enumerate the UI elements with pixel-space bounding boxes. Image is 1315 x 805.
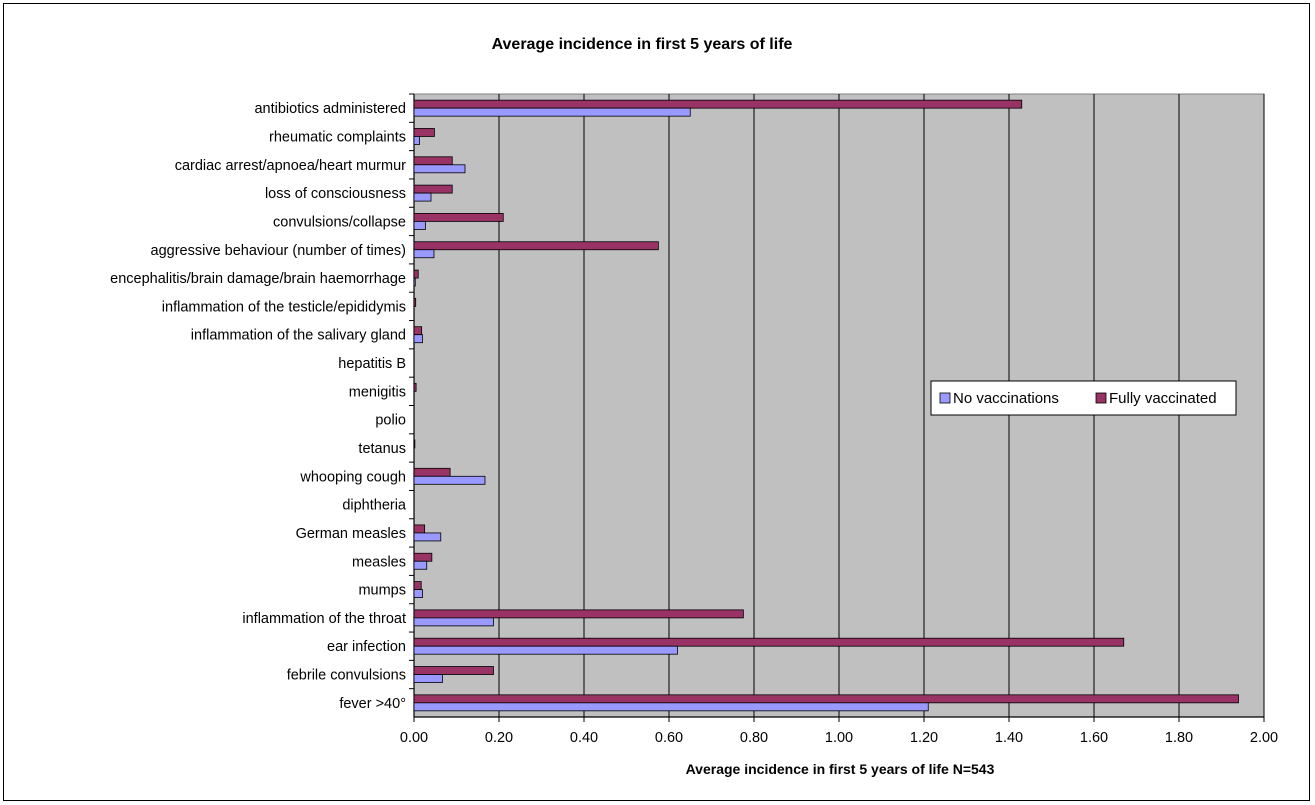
bar-fully-vaccinated (413, 637, 1125, 647)
x-tick-label: 0.00 (400, 730, 428, 746)
bar-no-vaccinations (413, 674, 443, 683)
category-label: diphtheria (342, 498, 407, 514)
category-label: aggressive behaviour (number of times) (151, 243, 406, 259)
category-label: inflammation of the salivary gland (191, 328, 406, 344)
x-tick-label: 1.20 (910, 730, 938, 746)
bar-no-vaccinations (413, 589, 423, 598)
legend-swatch (1095, 392, 1107, 404)
category-label: loss of consciousness (265, 186, 406, 202)
category-label: whooping cough (299, 469, 406, 485)
x-axis-title: Average incidence in first 5 years of li… (686, 761, 995, 777)
legend-box (930, 380, 1237, 416)
category-label: tetanus (358, 441, 406, 457)
x-tick-label: 0.80 (740, 730, 768, 746)
bar-no-vaccinations (413, 107, 691, 117)
chart-title: Average incidence in first 5 years of li… (492, 36, 793, 53)
chart-area: Average incidence in first 5 years of li… (3, 3, 1310, 801)
x-tick-label: 1.40 (995, 730, 1023, 746)
legend-label: No vaccinations (953, 390, 1059, 407)
bar-fully-vaccinated (413, 524, 426, 534)
legend-swatch (939, 392, 951, 404)
bar-no-vaccinations (413, 560, 428, 570)
category-label: German measles (296, 526, 406, 542)
bar-fully-vaccinated (413, 467, 451, 477)
bar-no-vaccinations (413, 334, 423, 344)
category-label: polio (375, 413, 406, 429)
legend: No vaccinations Fully vaccinated (930, 380, 1237, 416)
category-label: measles (352, 554, 406, 570)
category-label: febrile convulsions (287, 668, 406, 684)
bar-no-vaccinations (413, 475, 486, 485)
bar-no-vaccinations (413, 136, 420, 145)
bar-no-vaccinations (413, 192, 432, 202)
bar-fully-vaccinated (413, 128, 435, 137)
category-label: menigitis (349, 384, 406, 400)
bar-fully-vaccinated (413, 156, 453, 166)
bar-no-vaccinations (413, 277, 416, 287)
category-label: encephalitis/brain damage/brain haemorrh… (110, 271, 406, 287)
category-label: rheumatic complaints (269, 129, 406, 145)
x-tick-label: 0.60 (655, 730, 683, 746)
category-label: cardiac arrest/apnoea/heart murmur (175, 158, 406, 174)
x-tick-label: 0.20 (485, 730, 513, 746)
bar-fully-vaccinated (413, 552, 433, 562)
bar-fully-vaccinated (413, 694, 1239, 704)
x-tick-label: 2.00 (1250, 730, 1278, 746)
bar-fully-vaccinated (413, 609, 744, 619)
bar-fully-vaccinated (413, 269, 419, 279)
bar-fully-vaccinated (413, 99, 1023, 109)
bar-fully-vaccinated (413, 581, 422, 590)
x-tick-label: 1.80 (1165, 730, 1193, 746)
bar-fully-vaccinated (413, 241, 659, 251)
bar-fully-vaccinated (413, 297, 417, 307)
bar-no-vaccinations (413, 617, 494, 627)
x-tick-label: 1.00 (825, 730, 853, 746)
x-tick-label: 0.40 (570, 730, 598, 746)
bar-fully-vaccinated (413, 213, 504, 222)
category-label: hepatitis B (338, 356, 406, 372)
bar-fully-vaccinated (413, 184, 453, 194)
category-label: mumps (358, 583, 406, 599)
category-label: convulsions/collapse (273, 214, 406, 230)
bar-no-vaccinations (413, 702, 929, 712)
bar-fully-vaccinated (413, 326, 423, 336)
category-label: antibiotics administered (254, 101, 406, 117)
x-tick-label: 1.60 (1080, 730, 1108, 746)
legend-label: Fully vaccinated (1109, 390, 1217, 407)
category-label: inflammation of the testicle/epididymis (162, 299, 406, 315)
bar-no-vaccinations (413, 221, 426, 230)
category-label: ear infection (327, 639, 406, 655)
bar-no-vaccinations (413, 645, 678, 655)
bar-no-vaccinations (413, 532, 442, 542)
bar-chart: Average incidence in first 5 years of li… (110, 36, 1278, 777)
bar-fully-vaccinated (413, 382, 417, 392)
bar-no-vaccinations (413, 164, 466, 174)
category-label: inflammation of the throat (242, 611, 406, 627)
category-label: fever >40° (339, 696, 406, 712)
bar-fully-vaccinated (413, 439, 416, 449)
bar-fully-vaccinated (413, 666, 494, 675)
bar-no-vaccinations (413, 249, 435, 259)
